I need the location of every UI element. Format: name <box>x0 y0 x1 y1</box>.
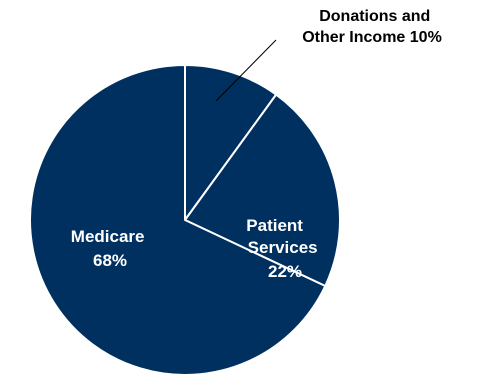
slice-label-patient-services: Patient Services 22% <box>246 216 322 281</box>
pie-slice-medicare <box>29 64 327 376</box>
slice-label-donations: Donations and Other Income 10% <box>302 8 442 46</box>
slice-label-patient-services-line-1: Patient <box>246 216 303 235</box>
slice-label-medicare: Medicare 68% <box>71 227 149 270</box>
slice-label-patient-services-line-3: 22% <box>268 262 302 281</box>
slice-label-donations-line-1: Donations and <box>319 8 430 25</box>
slice-label-medicare-line-1: Medicare <box>71 227 145 246</box>
donations-leader-line <box>215 39 277 102</box>
slice-label-patient-services-line-2: Services <box>248 238 318 257</box>
pie-slice-donations <box>184 64 278 221</box>
slice-label-donations-line-2: Other Income 10% <box>302 29 442 46</box>
slice-label-medicare-line-2: 68% <box>93 251 127 270</box>
pie-slices <box>29 64 341 376</box>
